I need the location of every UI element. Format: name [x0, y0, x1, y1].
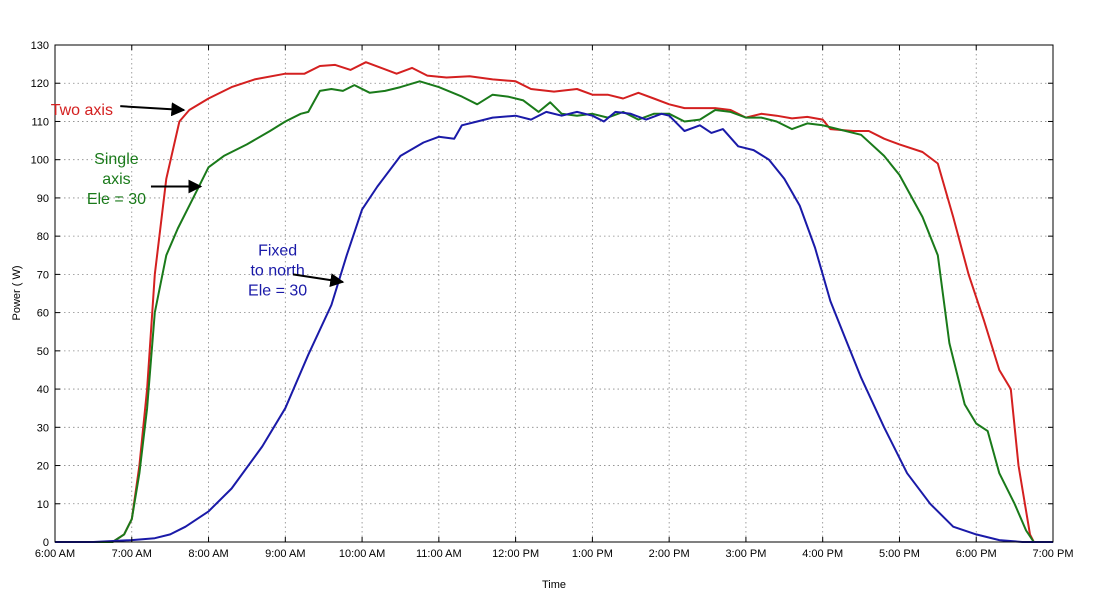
- x-tick-label: 6:00 AM: [35, 548, 75, 560]
- x-tick-label: 1:00 PM: [572, 548, 613, 560]
- y-axis-title: Power ( W): [11, 266, 23, 321]
- annotation-arrow-0: [120, 102, 186, 117]
- y-tick-label: 80: [37, 231, 49, 243]
- x-tick-label: 11:00 AM: [416, 548, 462, 560]
- annotation-label-2: Fixed: [258, 243, 297, 260]
- annotations: Two axis Single axis Ele = 30 Fixed to north E…: [51, 102, 345, 300]
- x-tick-label: 5:00 PM: [879, 548, 920, 560]
- x-tick-label: 12:00 PM: [492, 548, 539, 560]
- annotation-label-1: axis: [102, 171, 130, 188]
- y-tick-label: 10: [37, 499, 49, 511]
- y-tick-label: 20: [37, 461, 49, 473]
- y-tick-label: 0: [43, 537, 49, 549]
- y-tick-label: 110: [31, 116, 49, 128]
- x-tick-label: 8:00 AM: [188, 548, 228, 560]
- y-tick-label: 30: [37, 422, 49, 434]
- x-tick-label: 7:00 PM: [1033, 548, 1074, 560]
- x-tick-label: 9:00 AM: [265, 548, 305, 560]
- annotation-arrow-2: [292, 273, 345, 288]
- annotation-label-2: to north: [250, 263, 304, 280]
- series-line-1: [55, 80, 1053, 543]
- series-line-2: [55, 110, 1053, 543]
- x-tick-label: 2:00 PM: [649, 548, 690, 560]
- y-tick-label: 70: [37, 269, 49, 281]
- x-tick-label: 3:00 PM: [725, 548, 766, 560]
- x-axis-title: Time: [542, 579, 566, 591]
- y-tick-label: 50: [37, 346, 49, 358]
- annotation-label-2: Ele = 30: [248, 283, 307, 300]
- x-tick-label: 10:00 AM: [339, 548, 385, 560]
- series-line-0: [55, 61, 1053, 543]
- y-tick-label: 120: [31, 78, 49, 90]
- plot-frame: [54, 44, 1054, 543]
- y-tick-label: 100: [31, 155, 49, 167]
- x-tick-label: 7:00 AM: [112, 548, 152, 560]
- series-lines: [55, 61, 1053, 543]
- x-tick-label: 4:00 PM: [802, 548, 843, 560]
- y-tick-label: 130: [31, 40, 49, 52]
- annotation-label-1: Single: [94, 151, 139, 168]
- annotation-label-1: Ele = 30: [87, 191, 146, 208]
- y-tick-label: 40: [37, 384, 49, 396]
- y-tick-label: 90: [37, 193, 49, 205]
- axis-ticks: 0 10 20 30 40 50 60 70 80 90 100 110 120 130 6:00 AM 7:…: [31, 40, 1074, 560]
- x-tick-label: 6:00 PM: [956, 548, 997, 560]
- annotation-label-0: Two axis: [51, 102, 113, 119]
- y-tick-label: 60: [37, 308, 49, 320]
